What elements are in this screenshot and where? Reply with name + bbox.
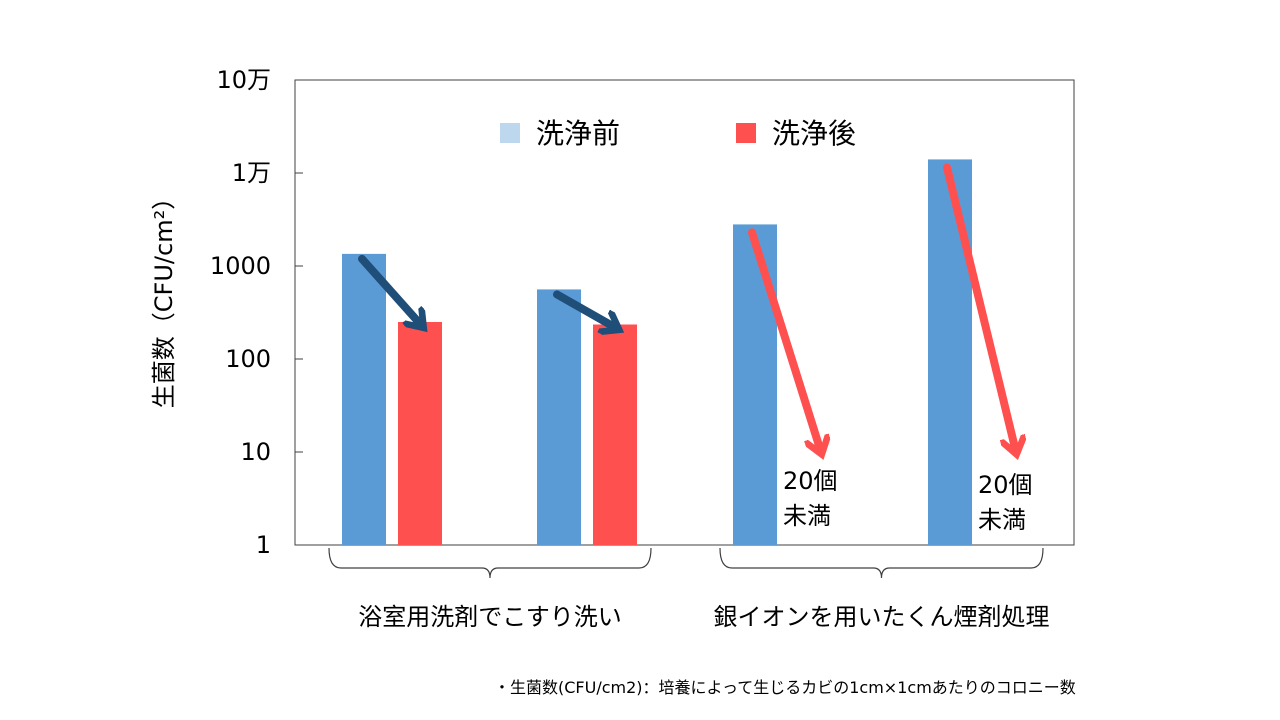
legend-swatch [500,123,520,143]
bar-after [398,321,442,545]
y-tick-label: 100 [225,345,271,373]
group-label: 浴室用洗剤でこすり洗い [358,603,622,631]
decrease-arrow [748,228,821,452]
bar-before [928,159,972,545]
y-tick-label: 1万 [232,159,271,187]
decrease-arrow [943,163,1016,452]
annotation-label: 未満 [978,506,1026,534]
plot-area [294,79,1075,546]
annotation-label: 20個 [978,471,1033,499]
decrease-arrow [553,290,617,328]
annotation-label: 20個 [783,467,838,495]
y-tick-label: 1000 [210,252,271,280]
group-bracket [719,547,1044,579]
bar-before [342,253,386,545]
group-label: 銀イオンを用いたくん煙剤処理 [714,603,1050,631]
y-tick-label: 10 [240,438,271,466]
legend-label: 洗浄後 [772,117,856,150]
y-tick-label: 10万 [216,66,271,94]
footnote: ・生菌数(CFU/cm2)：培養によって生じるカビの1cm×1cmあたりのコロニ… [494,678,1076,697]
y-tick-label: 1 [256,531,271,559]
bar-before [537,289,581,545]
group-bracket [328,547,652,579]
bar-before [733,224,777,545]
bar-after [593,324,637,545]
y-axis-label: 生菌数（CFU/cm²） [150,186,178,408]
annotation-label: 未満 [783,502,831,530]
decrease-arrow [358,254,422,326]
legend-swatch [736,123,756,143]
legend-label: 洗浄前 [536,117,620,150]
